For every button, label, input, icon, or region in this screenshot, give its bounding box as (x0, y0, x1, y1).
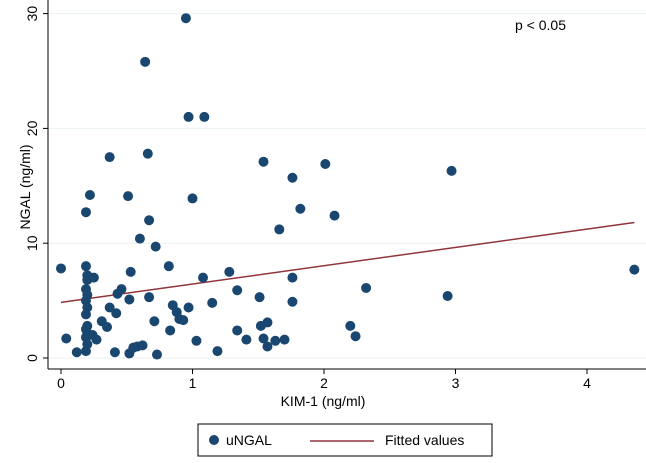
data-point (180, 13, 191, 24)
fitted-line-group (60, 221, 635, 304)
data-point (183, 111, 194, 122)
data-point (150, 241, 161, 252)
data-point (350, 331, 361, 342)
data-point (167, 300, 178, 311)
data-point (56, 263, 66, 274)
data-point (124, 294, 135, 305)
data-point (142, 148, 153, 159)
y-tick-label: 30 (24, 6, 40, 22)
x-axis-label: KIM-1 (ng/ml) (281, 393, 366, 409)
data-point (232, 285, 243, 296)
data-point (84, 189, 95, 200)
legend-label-fitted: Fitted values (385, 432, 464, 448)
data-point (207, 297, 218, 308)
data-point (254, 292, 265, 303)
data-point (144, 215, 155, 226)
data-point (88, 272, 99, 283)
legend-marker-points (209, 435, 219, 445)
x-tick-label: 4 (583, 375, 591, 391)
data-point (270, 335, 281, 346)
y-axis-label: NGAL (ng/ml) (17, 144, 33, 229)
data-point (149, 316, 160, 327)
data-point (274, 224, 285, 235)
gridlines (48, 13, 646, 359)
data-point (279, 334, 290, 345)
data-point (80, 207, 91, 218)
data-point (71, 347, 82, 358)
data-point (104, 152, 115, 163)
data-point (140, 56, 151, 67)
data-point (163, 261, 174, 272)
data-point (137, 340, 148, 351)
y-tick-label: 0 (24, 354, 40, 362)
data-point (80, 346, 91, 357)
data-point (212, 346, 223, 357)
data-point (198, 272, 209, 283)
legend-box (197, 423, 493, 457)
data-point (287, 272, 298, 283)
data-point (191, 335, 202, 346)
data-point (80, 261, 91, 272)
data-point (134, 233, 145, 244)
data-point (361, 282, 372, 293)
fitted-line (60, 221, 635, 304)
data-point (183, 302, 194, 313)
data-point (262, 341, 273, 352)
data-point (287, 172, 298, 183)
data-point (125, 266, 136, 277)
legend: uNGAL Fitted values (197, 423, 493, 457)
data-point (178, 315, 189, 326)
data-point (287, 296, 298, 307)
data-points (56, 13, 640, 360)
data-point (102, 322, 113, 333)
y-tick-label: 10 (24, 235, 40, 251)
data-point (123, 191, 134, 202)
data-point (442, 291, 453, 302)
data-point (329, 210, 340, 221)
data-point (151, 349, 162, 360)
data-point (165, 325, 176, 336)
p-value-annotation: p < 0.05 (515, 17, 566, 33)
data-point (80, 309, 91, 320)
y-tick-label: 20 (24, 120, 40, 136)
data-point (104, 302, 115, 313)
data-point (111, 308, 122, 319)
x-tick-label: 0 (57, 375, 65, 391)
data-point (629, 264, 640, 275)
data-point (446, 165, 457, 176)
data-point (224, 266, 235, 277)
data-point (187, 193, 198, 204)
data-point (320, 158, 331, 169)
legend-label-ungal: uNGAL (226, 432, 272, 448)
data-point (116, 284, 127, 295)
data-point (232, 325, 243, 336)
data-point (91, 334, 102, 345)
data-point (144, 292, 155, 303)
data-point (109, 347, 120, 358)
data-point (258, 156, 269, 167)
axes: 0 10 20 30 0 1 2 3 4 (24, 0, 646, 391)
data-point (295, 203, 306, 214)
data-point (258, 333, 269, 344)
x-tick-label: 1 (189, 375, 197, 391)
data-point (199, 111, 210, 122)
data-point (345, 320, 356, 331)
data-point (241, 334, 252, 345)
data-point (61, 333, 72, 344)
x-tick-label: 2 (320, 375, 328, 391)
x-tick-label: 3 (452, 375, 460, 391)
data-point (262, 317, 273, 328)
